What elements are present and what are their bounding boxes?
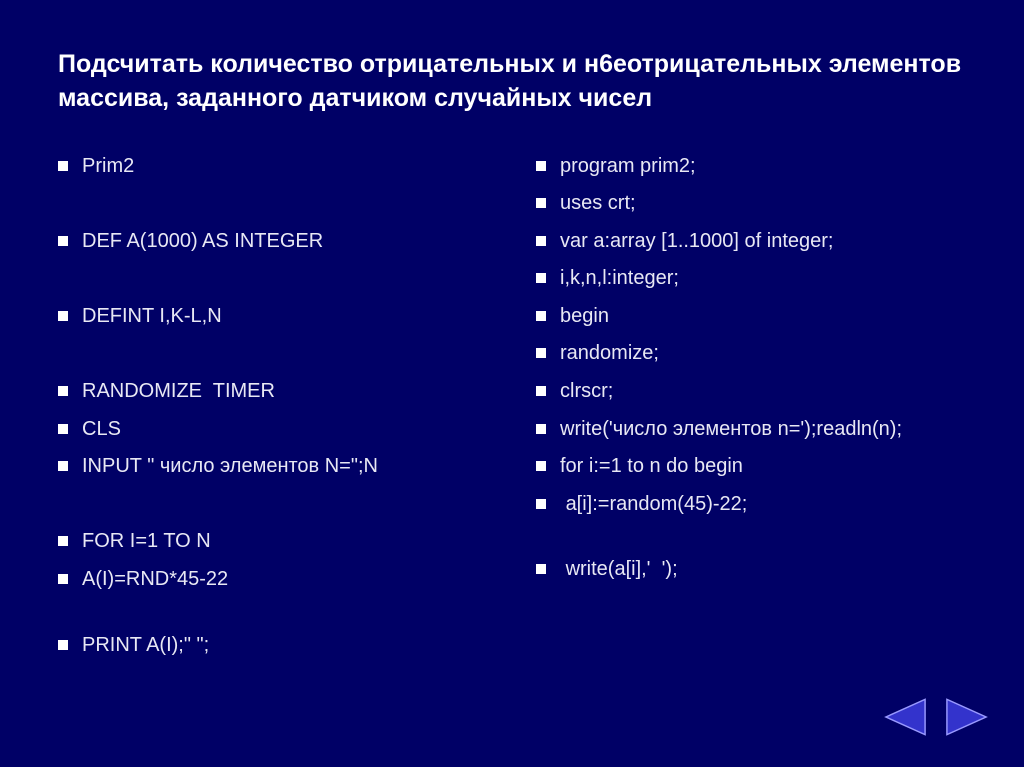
content-columns: Prim2.DEF A(1000) AS INTEGER.DEFINT I,K-…	[58, 152, 966, 669]
bullet-icon	[58, 386, 68, 396]
code-text: PRINT A(I);" ";	[82, 631, 526, 660]
prev-button[interactable]	[882, 693, 929, 741]
bullet-icon	[58, 311, 68, 321]
bullet-icon	[58, 161, 68, 171]
bullet-icon	[536, 461, 546, 471]
bullet-icon	[58, 574, 68, 584]
code-line: FOR I=1 TO N	[58, 527, 526, 556]
code-text: A(I)=RND*45-22	[82, 565, 526, 594]
nav-buttons	[882, 693, 990, 741]
code-text: a[i]:=random(45)-22;	[560, 490, 966, 519]
code-line: write('число элементов n=');readln(n);	[536, 415, 966, 444]
bullet-icon	[58, 236, 68, 246]
bullet-icon	[536, 499, 546, 509]
code-text: DEFINT I,K-L,N	[82, 302, 526, 331]
code-line: CLS	[58, 415, 526, 444]
code-line: RANDOMIZE TIMER	[58, 377, 526, 406]
code-text: uses crt;	[560, 189, 966, 218]
blank-line	[58, 603, 526, 631]
code-line: a[i]:=random(45)-22;	[536, 490, 966, 519]
bullet-icon	[536, 161, 546, 171]
code-text: Prim2	[82, 152, 526, 181]
code-line: PRINT A(I);" ";	[58, 631, 526, 660]
code-line: randomize;	[536, 339, 966, 368]
slide: Подсчитать количество отрицательных и н6…	[0, 0, 1024, 668]
code-line: DEFINT I,K-L,N	[58, 302, 526, 331]
code-text: randomize;	[560, 339, 966, 368]
code-line: uses crt;	[536, 189, 966, 218]
code-text: FOR I=1 TO N	[82, 527, 526, 556]
code-line: DEF A(1000) AS INTEGER	[58, 227, 526, 256]
code-text: begin	[560, 302, 966, 331]
code-text: RANDOMIZE TIMER	[82, 377, 526, 406]
code-line: i,k,n,l:integer;	[536, 264, 966, 293]
bullet-icon	[536, 198, 546, 208]
bullet-icon	[58, 640, 68, 650]
code-line: Prim2	[58, 152, 526, 181]
code-line: clrscr;	[536, 377, 966, 406]
left-column: Prim2.DEF A(1000) AS INTEGER.DEFINT I,K-…	[58, 152, 536, 669]
bullet-icon	[536, 348, 546, 358]
bullet-icon	[536, 424, 546, 434]
code-text: i,k,n,l:integer;	[560, 264, 966, 293]
code-line: program prim2;	[536, 152, 966, 181]
bullet-icon	[536, 273, 546, 283]
slide-title: Подсчитать количество отрицательных и н6…	[58, 48, 966, 116]
code-text: program prim2;	[560, 152, 966, 181]
code-text: DEF A(1000) AS INTEGER	[82, 227, 526, 256]
code-text: INPUT " число элементов N=";N	[82, 452, 526, 481]
arrow-left-icon	[882, 693, 929, 741]
code-text: write('число элементов n=');readln(n);	[560, 415, 966, 444]
bullet-icon	[58, 424, 68, 434]
code-line: write(a[i],' ');	[536, 555, 966, 584]
bullet-icon	[536, 311, 546, 321]
code-text: var a:array [1..1000] of integer;	[560, 227, 966, 256]
bullet-icon	[536, 386, 546, 396]
bullet-icon	[536, 564, 546, 574]
code-text: for i:=1 to n do begin	[560, 452, 966, 481]
right-column: program prim2; uses crt; var a:array [1..1…	[536, 152, 966, 669]
code-line: for i:=1 to n do begin	[536, 452, 966, 481]
code-line: A(I)=RND*45-22	[58, 565, 526, 594]
code-line: var a:array [1..1000] of integer;	[536, 227, 966, 256]
arrow-right-icon	[943, 693, 990, 741]
code-text: CLS	[82, 415, 526, 444]
code-text: write(a[i],' ');	[560, 555, 966, 584]
bullet-icon	[58, 536, 68, 546]
blank-line	[536, 527, 966, 555]
code-line: begin	[536, 302, 966, 331]
code-text: clrscr;	[560, 377, 966, 406]
bullet-icon	[536, 236, 546, 246]
code-line: INPUT " число элементов N=";N	[58, 452, 526, 481]
next-button[interactable]	[943, 693, 990, 741]
bullet-icon	[58, 461, 68, 471]
